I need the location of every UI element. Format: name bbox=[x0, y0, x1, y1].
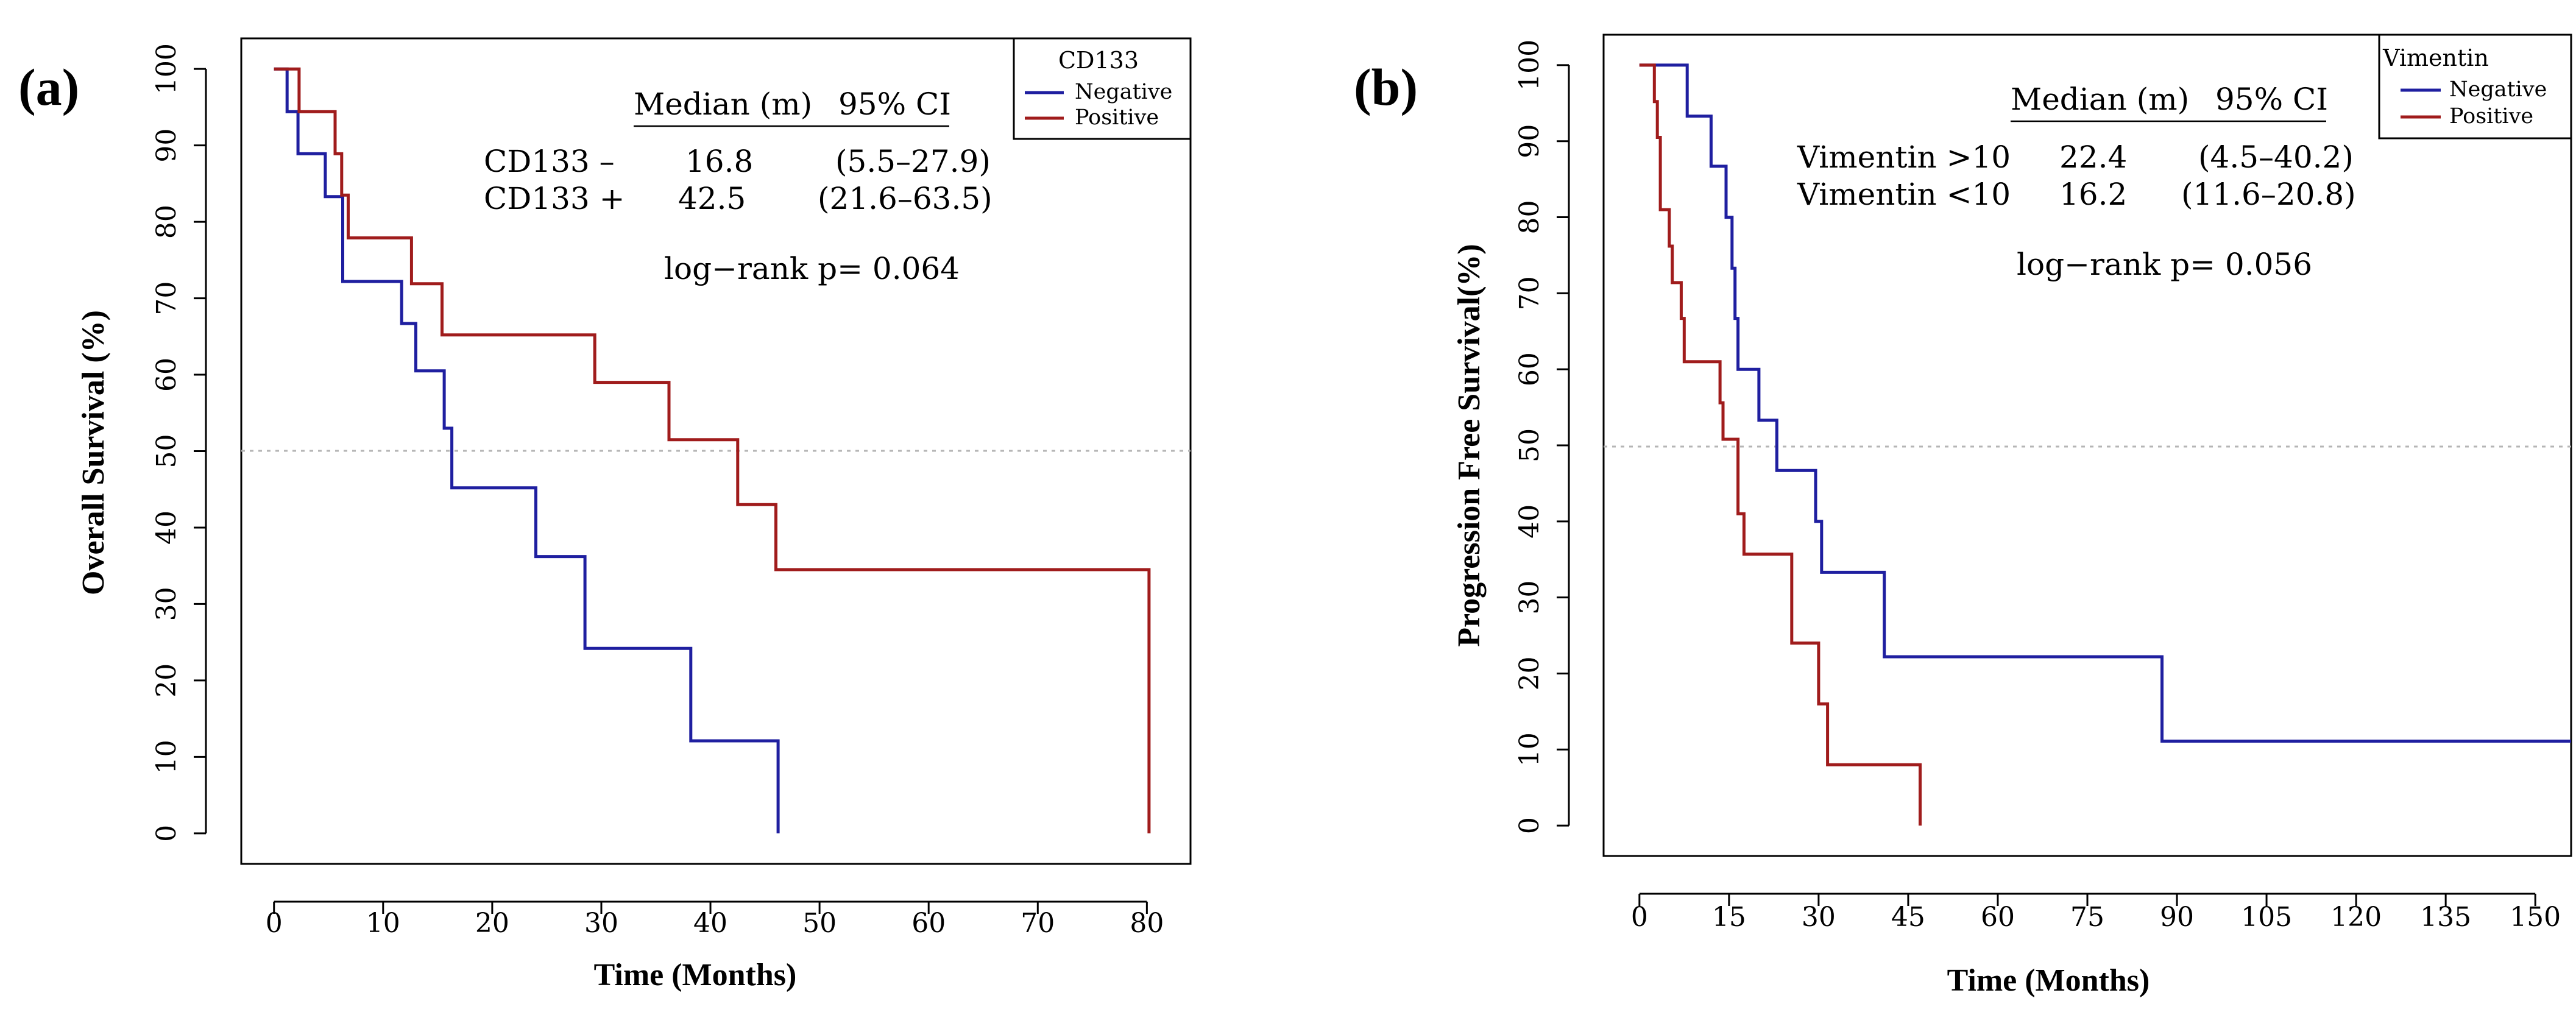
panel-b-legend-positive-label: Positive bbox=[2449, 104, 2533, 129]
panel-a-x-tick-label: 80 bbox=[1130, 908, 1164, 939]
panel-b-x-tick-label: 135 bbox=[2420, 902, 2471, 933]
panel-b-y-tick-label: 70 bbox=[1514, 276, 1545, 310]
panel-a-table-row-ci: (21.6–63.5) bbox=[818, 181, 993, 216]
panel-a-y-tick-label: 30 bbox=[151, 587, 182, 621]
panel-a-median-table: Median (m) 95% CI CD133 – 16.8 (5.5–27.9… bbox=[484, 87, 993, 286]
panel-b-legend: Vimentin Negative Positive bbox=[2378, 34, 2572, 140]
panel-a-y-tick-label: 40 bbox=[151, 511, 182, 545]
panel-b-x-tick-label: 30 bbox=[1802, 902, 1836, 933]
panel-a-legend-box bbox=[1013, 37, 1192, 140]
panel-b-y-tick-label: 20 bbox=[1514, 656, 1545, 690]
panel-b-y-tick-label: 90 bbox=[1514, 124, 1545, 158]
panel-a-y-axis: 0 10 20 30 40 50 60 70 80 90 100 bbox=[151, 43, 207, 842]
panel-a-series-negative-line bbox=[274, 67, 780, 833]
panel-a-y-tick-label: 100 bbox=[151, 43, 182, 94]
panel-b-y-tick-label: 80 bbox=[1514, 200, 1545, 235]
panel-a-x-tick-label: 30 bbox=[584, 908, 618, 939]
panel-a-legend-negative-label: Negative bbox=[1075, 80, 1172, 104]
panel-b-y-tick-label: 40 bbox=[1514, 504, 1545, 539]
panel-b-y-tick-label: 10 bbox=[1514, 732, 1545, 766]
panel-b-y-tick-label: 0 bbox=[1514, 817, 1545, 834]
panel-a-legend: CD133 Negative Positive bbox=[1013, 37, 1192, 140]
panel-a-table-header-median: Median (m) bbox=[634, 87, 812, 122]
panel-b-table-row-median: 16.2 bbox=[2059, 177, 2127, 212]
panel-b-series bbox=[1639, 63, 2571, 826]
panel-a-table-row-median: 42.5 bbox=[678, 181, 746, 216]
panel-b-table-row-label: Vimentin >10 bbox=[1797, 140, 2011, 175]
panel-a-x-tick-label: 0 bbox=[266, 908, 283, 939]
panel-b-x-tick-label: 0 bbox=[1631, 902, 1648, 933]
panel-b-y-axis-title: Progression Free Survival(%) bbox=[1452, 244, 1487, 646]
panel-a-x-tick-label: 20 bbox=[475, 908, 509, 939]
panel-a-y-tick-label: 20 bbox=[151, 663, 182, 698]
panel-b: (b) 0 10 20 30 40 50 60 70 80 90 100 0 15 30 45 60 75 90… bbox=[1354, 34, 2572, 998]
panel-a-legend-positive-label: Positive bbox=[1075, 105, 1159, 130]
panel-a-y-tick-label: 50 bbox=[151, 434, 182, 469]
panel-b-y-tick-label: 50 bbox=[1514, 428, 1545, 462]
panel-a-x-tick-label: 60 bbox=[911, 908, 946, 939]
panel-b-x-tick-label: 105 bbox=[2241, 902, 2292, 933]
panel-a: (a) 0 10 20 30 40 50 60 70 80 90 100 0 10 20 30 40 50 60… bbox=[18, 37, 1192, 992]
panel-b-x-tick-label: 150 bbox=[2510, 902, 2561, 933]
panel-a-series-positive-line bbox=[274, 67, 1151, 833]
panel-b-y-axis: 0 10 20 30 40 50 60 70 80 90 100 bbox=[1514, 40, 1570, 834]
panel-a-table-row-label: CD133 – bbox=[484, 144, 615, 179]
panel-b-series-negative-line bbox=[1639, 63, 2571, 743]
panel-b-plot-frame bbox=[1602, 34, 2572, 857]
panel-b-legend-title: Vimentin bbox=[2382, 44, 2489, 71]
panel-b-x-tick-label: 45 bbox=[1891, 902, 1925, 933]
panel-b-y-tick-label: 100 bbox=[1514, 40, 1545, 91]
panel-b-x-axis: 0 15 30 45 60 75 90 105 120 135 150 bbox=[1631, 893, 2561, 933]
panel-a-table-header-ci: 95% CI bbox=[838, 87, 951, 122]
panel-a-y-tick-label: 0 bbox=[151, 825, 182, 842]
panel-b-table-row-ci: (11.6–20.8) bbox=[2181, 177, 2356, 212]
panel-a-x-tick-label: 70 bbox=[1021, 908, 1055, 939]
panel-b-table-row-ci: (4.5–40.2) bbox=[2198, 140, 2354, 175]
panel-b-table-header-ci: 95% CI bbox=[2215, 82, 2328, 117]
panel-b-y-tick-label: 60 bbox=[1514, 352, 1545, 386]
panel-a-y-axis-title: Overall Survival (%) bbox=[76, 310, 111, 595]
panel-b-x-tick-label: 15 bbox=[1712, 902, 1746, 933]
panel-b-x-tick-label: 90 bbox=[2160, 902, 2194, 933]
panel-a-table-row-ci: (5.5–27.9) bbox=[835, 144, 991, 179]
panel-a-legend-title: CD133 bbox=[1058, 47, 1139, 74]
panel-a-label: (a) bbox=[18, 58, 79, 116]
panel-a-x-axis-title: Time (Months) bbox=[594, 958, 797, 992]
panel-a-y-tick-label: 80 bbox=[151, 205, 182, 239]
panel-a-y-tick-label: 60 bbox=[151, 358, 182, 392]
panel-a-y-tick-label: 10 bbox=[151, 740, 182, 774]
panel-a-x-axis: 0 10 20 30 40 50 60 70 80 bbox=[266, 900, 1164, 939]
panel-b-x-tick-label: 60 bbox=[1981, 902, 2015, 933]
panel-a-series bbox=[274, 67, 1151, 833]
panel-a-logrank-text: log−rank p= 0.064 bbox=[664, 251, 960, 286]
panel-b-x-tick-label: 120 bbox=[2330, 902, 2382, 933]
panel-b-label: (b) bbox=[1354, 58, 1418, 116]
panel-a-table-row-median: 16.8 bbox=[685, 144, 753, 179]
panel-a-x-tick-label: 40 bbox=[693, 908, 727, 939]
panel-b-x-axis-title: Time (Months) bbox=[1947, 963, 2150, 998]
panel-a-y-tick-label: 90 bbox=[151, 129, 182, 163]
panel-b-median-table: Median (m) 95% CI Vimentin >10 22.4 (4.5… bbox=[1797, 82, 2356, 282]
panel-b-series-positive-line bbox=[1639, 63, 1922, 826]
panel-b-x-tick-label: 75 bbox=[2070, 902, 2104, 933]
panel-b-legend-box bbox=[2378, 34, 2572, 140]
panel-a-y-tick-label: 70 bbox=[151, 281, 182, 316]
panel-b-table-header-median: Median (m) bbox=[2011, 82, 2189, 117]
panel-b-y-tick-label: 30 bbox=[1514, 581, 1545, 615]
panel-b-table-row-median: 22.4 bbox=[2059, 140, 2127, 175]
panel-a-table-row-label: CD133 + bbox=[484, 181, 625, 216]
panel-a-x-tick-label: 10 bbox=[366, 908, 400, 939]
panel-b-legend-negative-label: Negative bbox=[2449, 77, 2547, 102]
panel-a-x-tick-label: 50 bbox=[802, 908, 837, 939]
panel-b-table-row-label: Vimentin <10 bbox=[1797, 177, 2011, 212]
panel-b-logrank-text: log−rank p= 0.056 bbox=[2017, 247, 2312, 282]
